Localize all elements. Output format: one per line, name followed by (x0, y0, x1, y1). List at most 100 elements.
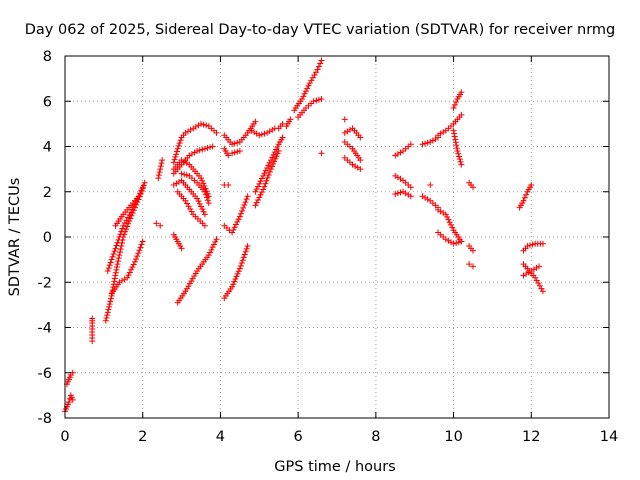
data-point (201, 145, 208, 152)
data-point (262, 167, 269, 174)
data-point (231, 149, 238, 156)
data-point (201, 222, 208, 229)
data-point (116, 234, 123, 240)
data-point (133, 255, 140, 262)
data-point (191, 273, 198, 280)
data-point (536, 263, 543, 270)
data-point (451, 102, 458, 109)
data-point (229, 283, 236, 290)
data-point (455, 150, 462, 157)
data-point (466, 261, 473, 268)
data-point (470, 184, 476, 191)
data-point (264, 164, 271, 171)
data-point (424, 139, 431, 146)
data-point (456, 153, 463, 160)
data-point (454, 148, 461, 155)
data-point (125, 220, 132, 227)
data-point (177, 137, 184, 144)
data-point (203, 194, 210, 201)
data-point (451, 133, 458, 140)
data-point (520, 197, 527, 204)
y-tick-label: 8 (43, 49, 52, 65)
data-point (253, 199, 260, 206)
data-point (69, 396, 76, 403)
data-point (300, 93, 307, 100)
data-point (265, 171, 272, 178)
data-point (115, 258, 122, 265)
data-point (118, 228, 125, 235)
data-point (157, 163, 164, 170)
data-point (181, 171, 188, 178)
data-point (231, 140, 238, 147)
data-point (107, 295, 114, 302)
data-point (447, 221, 454, 228)
data-point (235, 216, 242, 223)
data-point (175, 142, 182, 149)
data-point (89, 338, 96, 345)
data-point (318, 57, 325, 64)
data-point (106, 301, 113, 308)
data-point (194, 195, 201, 202)
data-point (533, 277, 540, 284)
data-point (254, 197, 261, 204)
data-point (118, 243, 125, 250)
data-point (392, 191, 399, 198)
data-point (125, 272, 132, 279)
data-point (173, 151, 180, 158)
y-tick-label: -2 (38, 275, 52, 291)
data-point (243, 196, 250, 203)
x-tick-label: 2 (138, 429, 147, 445)
data-point (450, 127, 457, 134)
data-point (106, 303, 113, 310)
data-point (126, 269, 133, 276)
data-point (208, 246, 215, 253)
x-tick-label: 4 (216, 429, 225, 445)
data-point (357, 157, 364, 164)
x-tick-label: 14 (600, 429, 618, 445)
data-point (200, 180, 207, 187)
data-point (301, 90, 308, 97)
data-point (186, 280, 193, 287)
data-point (236, 213, 243, 220)
data-point (174, 145, 181, 152)
data-point (267, 166, 274, 173)
data-point (158, 160, 165, 167)
data-point (256, 194, 263, 201)
data-point (134, 253, 141, 260)
x-tick-label: 8 (371, 429, 380, 445)
data-point (397, 189, 404, 196)
data-point (244, 193, 251, 200)
data-point (133, 198, 140, 205)
y-tick-label: 2 (43, 185, 52, 201)
data-point (111, 248, 118, 255)
data-point (539, 240, 546, 247)
data-point (262, 180, 269, 187)
data-point (261, 183, 268, 190)
data-point (123, 226, 130, 233)
data-point (199, 177, 206, 184)
data-point (529, 241, 536, 248)
data-point (198, 203, 204, 210)
data-point (237, 262, 244, 269)
data-point (203, 122, 210, 129)
data-point (229, 150, 236, 157)
data-point (107, 298, 114, 305)
data-point (271, 158, 278, 165)
data-point (419, 141, 426, 148)
data-point (407, 184, 414, 191)
data-point (113, 266, 120, 273)
data-point (302, 88, 309, 95)
data-point (155, 172, 162, 179)
data-point (233, 273, 240, 280)
data-point (263, 177, 270, 184)
data-point (269, 163, 276, 170)
data-point (210, 241, 217, 248)
data-point (305, 82, 312, 89)
data-point (117, 231, 124, 238)
data-point (407, 193, 414, 200)
data-point (239, 207, 246, 214)
data-point (451, 130, 458, 137)
data-point (234, 218, 241, 225)
data-point (204, 145, 211, 152)
